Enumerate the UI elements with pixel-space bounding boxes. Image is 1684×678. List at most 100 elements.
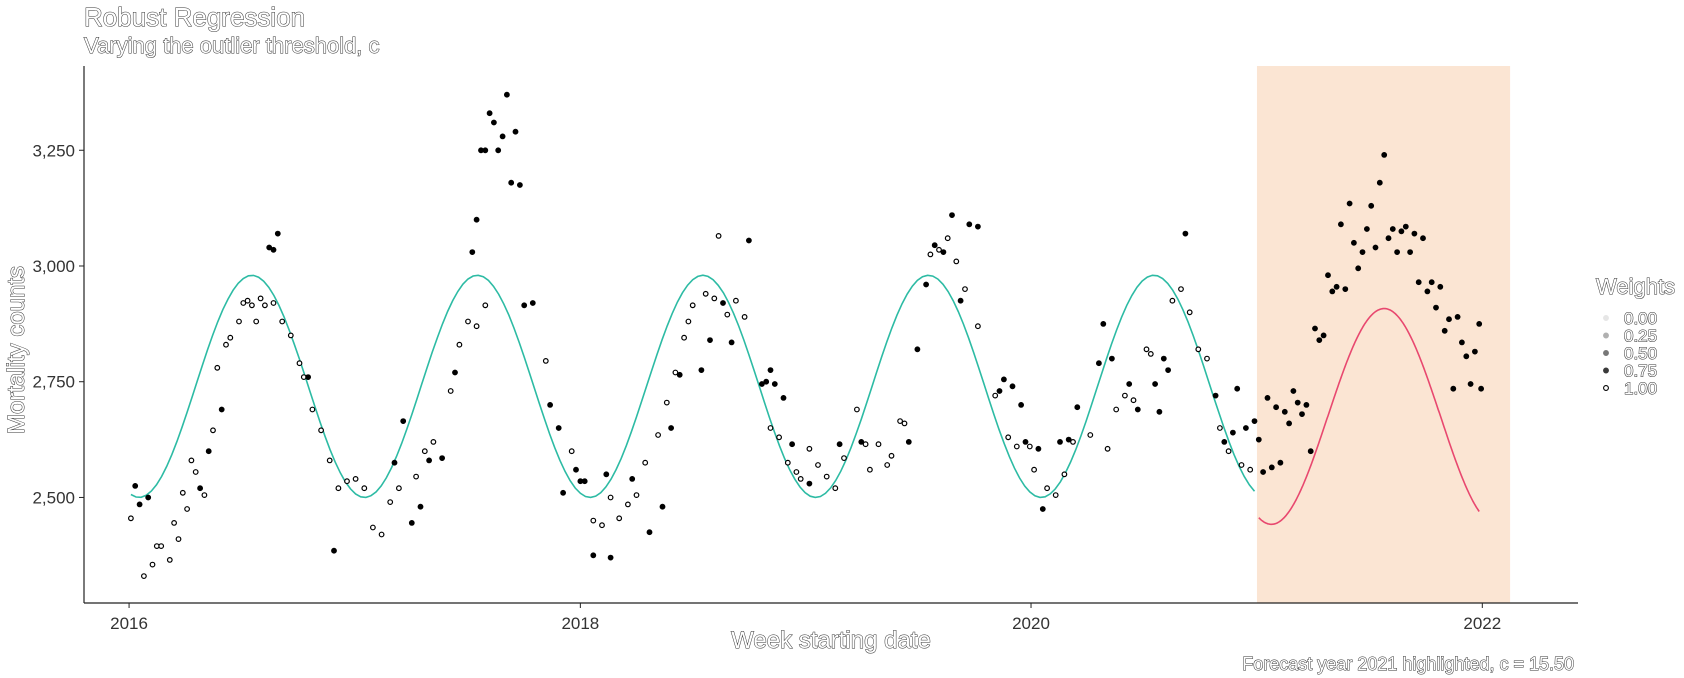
data-point-weight-1 <box>421 448 428 455</box>
data-point-weight-1 <box>875 441 882 448</box>
data-point-weight-0.75 <box>555 425 562 431</box>
x-tick-label: 2018 <box>561 614 599 633</box>
data-point-weight-0.75 <box>720 300 726 306</box>
data-point-weight-0.75 <box>1476 320 1483 327</box>
data-point-weight-1 <box>171 520 178 526</box>
data-point-weight-0.75 <box>1022 438 1029 445</box>
data-point-weight-1 <box>702 290 709 297</box>
data-point-weight-1 <box>590 517 597 524</box>
data-point-weight-1 <box>236 318 242 325</box>
data-point-weight-0.75 <box>1372 244 1379 251</box>
data-point-weight-0.75 <box>1230 429 1236 436</box>
legend-label: 0.25 <box>1624 327 1657 346</box>
legend-label: 1.00 <box>1624 379 1657 398</box>
data-point-weight-1 <box>201 492 208 499</box>
data-point-weight-1 <box>542 358 549 364</box>
data-point-weight-0.75 <box>1134 406 1141 413</box>
data-point-weight-1 <box>287 332 294 339</box>
data-point-weight-0.75 <box>1277 459 1284 466</box>
legend-label: 0.50 <box>1624 344 1657 363</box>
data-point-weight-1 <box>149 561 156 568</box>
data-point-weight-1 <box>599 522 605 529</box>
data-point-weight-0.75 <box>1389 226 1396 232</box>
data-point-weight-1 <box>944 235 951 242</box>
data-point-weight-0.75 <box>1316 337 1323 343</box>
data-point-weight-0.75 <box>1368 202 1375 209</box>
data-point-weight-1 <box>344 478 350 485</box>
data-point-weight-0.75 <box>490 119 497 126</box>
data-point-weight-1 <box>1247 466 1254 473</box>
data-point-weight-1 <box>784 459 791 466</box>
data-point-weight-0.75 <box>1160 355 1167 362</box>
data-point-weight-0.75 <box>1415 279 1422 286</box>
data-point-weight-0.75 <box>274 230 281 237</box>
data-point-weight-0.75 <box>676 371 683 378</box>
data-point-weight-0.75 <box>707 337 713 343</box>
data-point-weight-0.75 <box>1268 464 1275 471</box>
data-point-weight-0.75 <box>1355 265 1362 272</box>
data-point-weight-1 <box>257 295 264 302</box>
data-point-weight-0.75 <box>931 242 938 249</box>
data-point-weight-0.75 <box>1039 506 1046 512</box>
data-point-weight-0.75 <box>1467 381 1474 387</box>
data-point-weight-1 <box>776 434 782 441</box>
x-tick-label: 2016 <box>110 614 148 633</box>
data-point-weight-1 <box>711 295 718 302</box>
data-point-weight-0.75 <box>836 441 843 448</box>
data-point-weight-0.75 <box>1472 348 1478 355</box>
data-point-weight-0.75 <box>1221 438 1228 445</box>
data-point-weight-0.75 <box>512 128 519 135</box>
data-point-weight-0.75 <box>806 480 813 487</box>
data-point-weight-1 <box>248 302 255 309</box>
data-point-weight-1 <box>413 473 420 480</box>
data-point-weight-1 <box>867 466 873 473</box>
data-point-weight-1 <box>352 476 359 482</box>
data-point-weight-0.75 <box>331 547 337 554</box>
data-point-weight-0.75 <box>391 459 398 466</box>
caption: Forecast year 2021 highlighted, c = 15.5… <box>1242 654 1575 675</box>
x-tick-label: 2020 <box>1012 614 1050 633</box>
data-point-weight-0.75 <box>1100 320 1107 327</box>
data-point-weight-1 <box>1130 397 1137 404</box>
data-point-weight-1 <box>223 341 229 348</box>
data-point-weight-0.75 <box>746 237 752 244</box>
data-point-weight-0.75 <box>957 297 964 304</box>
data-point-weight-1 <box>862 441 869 448</box>
data-point-weight-0.75 <box>966 221 973 228</box>
data-point-weight-1 <box>888 452 895 459</box>
data-point-weight-1 <box>1087 432 1094 438</box>
data-point-weight-1 <box>616 515 623 522</box>
data-point-weight-1 <box>685 318 692 325</box>
data-point-weight-0.75 <box>646 529 653 536</box>
data-point-weight-0.75 <box>858 438 865 445</box>
data-point-weight-1 <box>1104 445 1111 452</box>
data-point-weight-0.75 <box>1009 383 1016 390</box>
data-point-weight-1 <box>378 531 385 538</box>
data-point-weight-0.75 <box>1446 316 1452 323</box>
data-point-weight-0.75 <box>417 503 424 510</box>
data-point-weight-0.75 <box>1294 399 1301 406</box>
data-point-weight-1 <box>1204 355 1210 362</box>
y-tick-label: 3,250 <box>32 141 75 160</box>
data-point-weight-1 <box>158 543 165 549</box>
data-point-weight-1 <box>465 318 471 325</box>
data-point-weight-0.75 <box>949 212 955 218</box>
data-point-weight-0.75 <box>728 339 735 346</box>
data-point-weight-0.75 <box>1165 367 1171 373</box>
data-point-weight-0.75 <box>1424 288 1431 295</box>
data-point-weight-1 <box>1178 286 1184 293</box>
legend-title: Weights <box>1596 274 1675 299</box>
data-point-weight-0.75 <box>789 441 795 448</box>
data-point-weight-0.75 <box>218 406 225 413</box>
data-point-weight-1 <box>240 300 247 306</box>
data-point-weight-1 <box>733 297 739 304</box>
data-point-weight-0.75 <box>400 418 407 424</box>
data-point-weight-0.75 <box>1264 394 1271 401</box>
data-point-weight-0.75 <box>1273 404 1279 411</box>
data-point-weight-0.75 <box>1463 353 1470 360</box>
data-point-weight-1 <box>642 459 649 466</box>
data-point-weight-1 <box>1031 466 1037 473</box>
data-point-weight-1 <box>1044 485 1050 492</box>
data-point-weight-0.75 <box>205 448 212 455</box>
data-point-weight-0.75 <box>145 494 152 501</box>
